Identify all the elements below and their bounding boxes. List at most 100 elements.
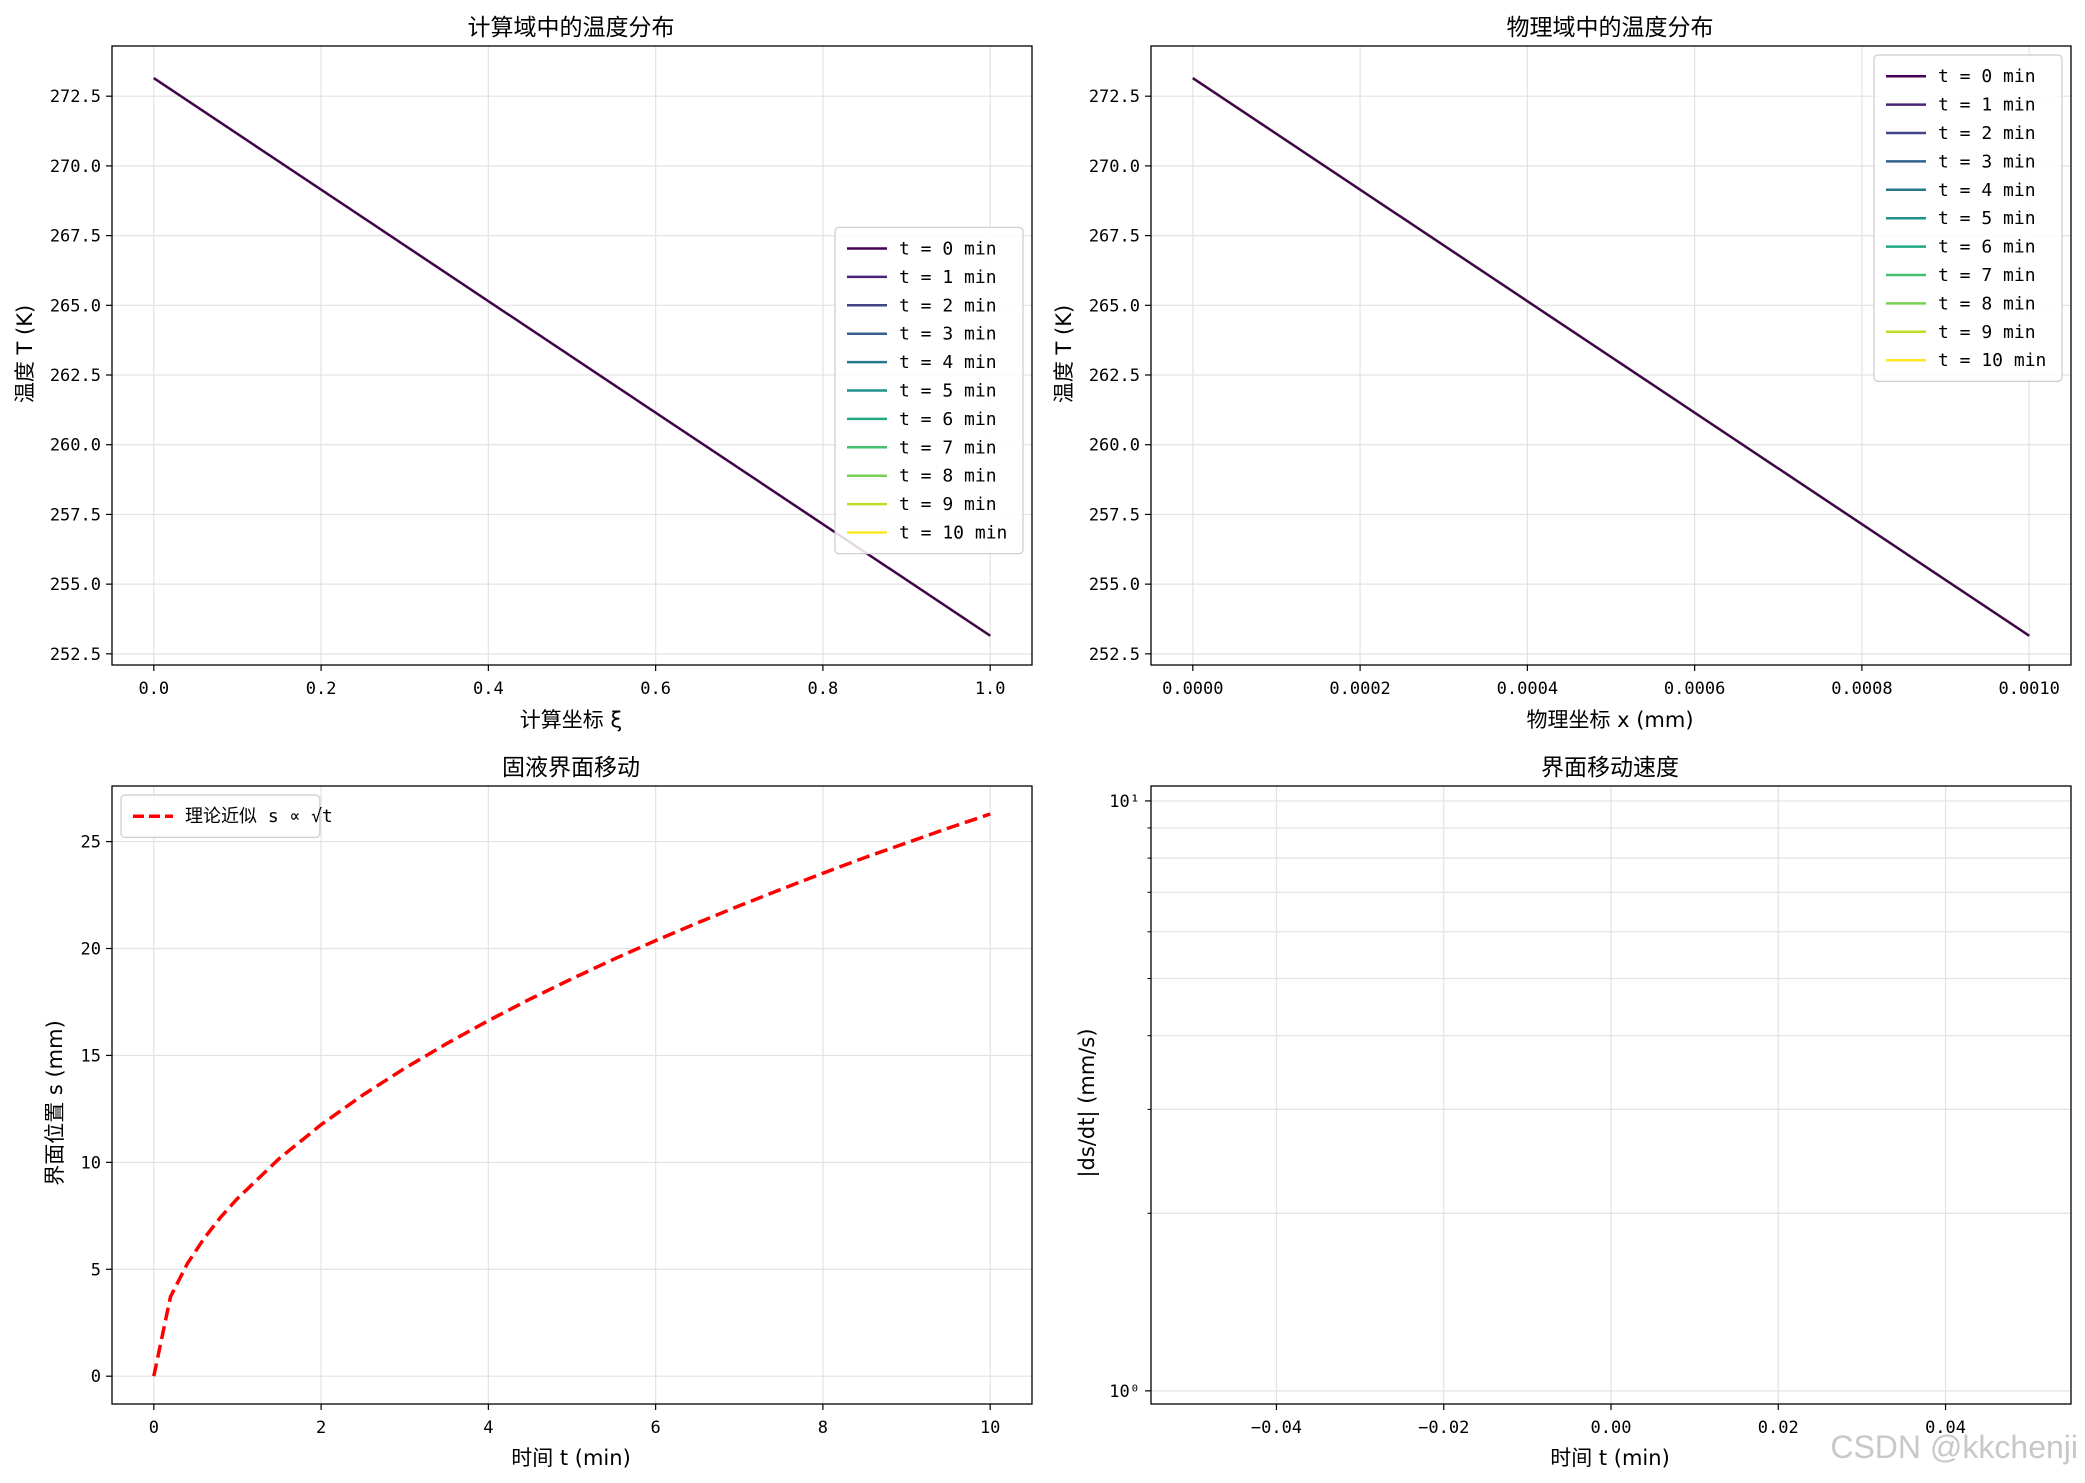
y-axis-label: 温度 T (K) [13, 305, 37, 403]
legend-label: t = 6 min [899, 409, 997, 430]
x-tick-label: 0.0004 [1497, 679, 1558, 699]
y-tick-label: 267.5 [50, 227, 101, 247]
x-tick-label: 0.6 [640, 679, 671, 699]
y-tick-label: 20 [81, 940, 101, 960]
x-axis-label: 时间 t (min) [511, 1446, 631, 1470]
y-tick-label: 267.5 [1089, 227, 1140, 247]
y-tick-label: 10¹ [1109, 792, 1140, 812]
x-tick-label: 8 [818, 1418, 828, 1438]
watermark: CSDN @kkchenji [1830, 1429, 2078, 1465]
x-tick-label: 0.0002 [1329, 679, 1390, 699]
y-tick-label: 257.5 [50, 505, 101, 525]
y-tick-label: 25 [81, 833, 101, 853]
panel-interface-position: 固液界面移动 时间 t (min) 界面位置 s (mm) 0 2 4 6 8 10 0 5 1… [43, 755, 1033, 1470]
y-tick-label: 255.0 [1089, 575, 1140, 595]
legend-label: 理论近似 s ∝ √t [185, 806, 333, 827]
y-tick-label: 265.0 [1089, 296, 1140, 316]
x-tick-label: 0.0010 [1998, 679, 2059, 699]
legend-label: t = 9 min [1938, 322, 2036, 343]
legend-label: t = 10 min [899, 523, 1007, 544]
x-axis-label: 计算坐标 ξ [520, 708, 622, 732]
panel-computational-domain: 计算域中的温度分布 计算坐标 ξ 温度 T (K) 0.0 0.2 0.4 0.6 0.… [13, 15, 1033, 732]
x-tick-label: 1.0 [975, 679, 1006, 699]
y-tick-label: 10⁰ [1109, 1382, 1140, 1402]
series-group [152, 812, 991, 1377]
x-tick-label: 0.0000 [1162, 679, 1223, 699]
y-tick-label: 252.5 [1089, 645, 1140, 665]
legend-label: t = 2 min [1938, 123, 2036, 144]
legend-label: t = 9 min [899, 494, 997, 515]
y-tick-label: 272.5 [50, 87, 101, 107]
y-tick-label: 262.5 [1089, 366, 1140, 386]
panel-title: 计算域中的温度分布 [468, 15, 675, 41]
x-tick-label: 0.2 [306, 679, 337, 699]
x-axis-label: 时间 t (min) [1550, 1446, 1670, 1470]
legend-label: t = 10 min [1938, 350, 2046, 371]
y-tick-label: 260.0 [50, 436, 101, 456]
y-tick-label: 10 [81, 1153, 101, 1173]
axes-frame [1150, 45, 2072, 666]
y-axis-label: 温度 T (K) [1052, 305, 1076, 403]
legend-box [1873, 54, 2063, 382]
axes-frame [111, 45, 1033, 666]
y-axis-label: 界面位置 s (mm) [43, 1020, 67, 1186]
axes-frame [111, 785, 1033, 1405]
legend-label: t = 5 min [1938, 208, 2036, 229]
legend-label: t = 6 min [1938, 237, 2036, 258]
y-tick-label: 255.0 [50, 575, 101, 595]
panel-interface-velocity: 界面移动速度 时间 t (min) |ds/dt| (mm/s) −0.04 −0… [1075, 755, 2072, 1470]
series-line-0 [152, 812, 991, 1377]
grid [1151, 786, 2071, 1404]
legend-label: t = 5 min [899, 381, 997, 402]
panel-physical-domain: 物理域中的温度分布 物理坐标 x (mm) 温度 T (K) 0.0000 0.0… [1052, 15, 2072, 732]
legend-box [834, 226, 1024, 555]
legend-label: t = 1 min [899, 267, 997, 288]
y-tick-label: 252.5 [50, 645, 101, 665]
legend-label: t = 1 min [1938, 95, 2036, 116]
y-tick-label: 270.0 [50, 157, 101, 177]
x-tick-label: 0.0 [138, 679, 169, 699]
y-tick-label: 265.0 [50, 296, 101, 316]
legend: 理论近似 s ∝ √t [120, 794, 333, 839]
x-tick-label: 0.04 [1925, 1418, 1966, 1438]
legend-label: t = 8 min [1938, 293, 2036, 314]
x-axis-label: 物理坐标 x (mm) [1526, 708, 1693, 732]
x-tick-label: 0.0008 [1831, 679, 1892, 699]
x-tick-label: 10 [980, 1418, 1000, 1438]
x-tick-label: 4 [483, 1418, 493, 1438]
panel-title: 固液界面移动 [502, 755, 640, 781]
y-tick-label: 5 [91, 1260, 101, 1280]
series-line-top [1192, 77, 2030, 637]
panel-title: 物理域中的温度分布 [1507, 15, 1714, 41]
legend-label: t = 4 min [899, 352, 997, 373]
x-tick-label: 6 [651, 1418, 661, 1438]
x-tick-label: −0.02 [1418, 1418, 1469, 1438]
x-tick-label: 0.4 [473, 679, 504, 699]
y-tick-label: 15 [81, 1046, 101, 1066]
y-tick-label: 260.0 [1089, 436, 1140, 456]
legend-label: t = 7 min [899, 437, 997, 458]
legend-label: t = 4 min [1938, 180, 2036, 201]
y-tick-label: 257.5 [1089, 505, 1140, 525]
x-tick-label: −0.04 [1251, 1418, 1302, 1438]
legend-label: t = 7 min [1938, 265, 2036, 286]
x-tick-label: 0.8 [808, 679, 839, 699]
y-axis-label: |ds/dt| (mm/s) [1075, 1028, 1100, 1177]
x-tick-label: 0.00 [1591, 1418, 1632, 1438]
legend-label: t = 2 min [899, 295, 997, 316]
legend-label: t = 8 min [899, 466, 997, 487]
legend-label: t = 3 min [1938, 151, 2036, 172]
legend: t = 0 min t = 1 min t = 2 min t = 3 min t = … [1873, 54, 2063, 382]
y-tick-label: 262.5 [50, 366, 101, 386]
grid [112, 786, 1032, 1404]
x-tick-label: 0.0006 [1664, 679, 1725, 699]
legend-label: t = 3 min [899, 324, 997, 345]
series-group [1192, 77, 2030, 637]
y-tick-label: 270.0 [1089, 157, 1140, 177]
legend-box [120, 794, 321, 839]
x-tick-label: 0.02 [1758, 1418, 1799, 1438]
legend-label: t = 0 min [899, 239, 997, 260]
x-tick-label: 0 [149, 1418, 159, 1438]
x-tick-label: 2 [316, 1418, 326, 1438]
legend-label: t = 0 min [1938, 66, 2036, 87]
